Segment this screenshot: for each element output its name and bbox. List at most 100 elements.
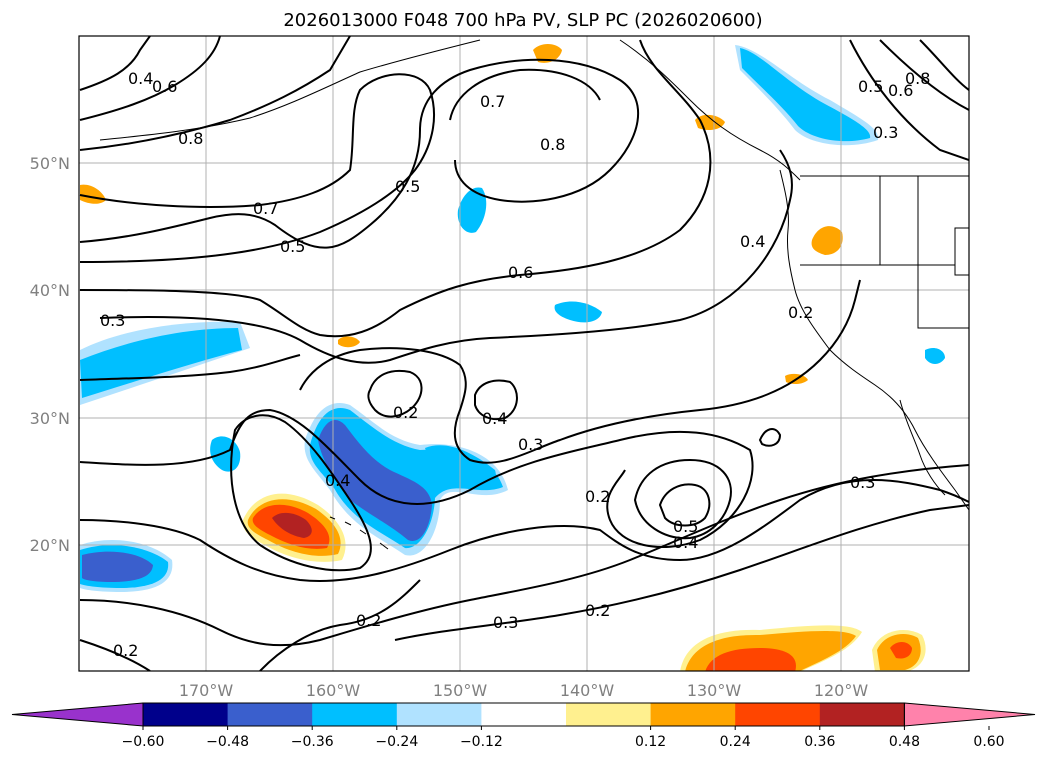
- latitude-labels: 50°N 40°N 30°N 20°N: [30, 154, 70, 555]
- contour-line: [879, 39, 969, 111]
- canada-coast: [779, 169, 796, 291]
- contour-label: 0.6: [508, 263, 533, 282]
- colorbar-tick-label: −0.24: [375, 734, 418, 750]
- figure-title: 2026013000 F048 700 hPa PV, SLP PC (2026…: [283, 10, 762, 31]
- lon-label-130w: 130°W: [687, 681, 742, 700]
- colorbar-segment: [312, 703, 398, 726]
- contour-label: 0.6: [888, 81, 913, 100]
- contour-line: [758, 428, 782, 447]
- lat-label-50n: 50°N: [30, 154, 70, 173]
- graticule: [79, 36, 969, 671]
- alaska-peninsula-coast: [99, 39, 481, 141]
- contour-line: [299, 279, 861, 464]
- contour-line: [79, 639, 151, 671]
- lon-label-140w: 140°W: [560, 681, 615, 700]
- shade-positive-south-red: [705, 648, 796, 671]
- lat-label-20n: 20°N: [30, 536, 70, 555]
- lat-label-30n: 30°N: [30, 409, 70, 428]
- map-panel: 0.4 0.6 0.8 0.7 0.5 0.5 0.6 0.7 0.8 0.5 …: [78, 35, 970, 672]
- colorbar-tick-label: 0.12: [635, 734, 666, 750]
- contour-line: [79, 36, 351, 151]
- lon-label-170w: 170°W: [179, 681, 234, 700]
- contour-line: [474, 379, 518, 421]
- contour-line: [79, 36, 221, 121]
- contour-label: 0.8: [905, 69, 930, 88]
- colorbar-frame: [142, 702, 905, 727]
- contours: [79, 36, 969, 671]
- contour-line: [79, 479, 969, 582]
- colorbar-segment: [481, 703, 567, 726]
- contour-line: [449, 68, 601, 121]
- contour-label: 0.4: [740, 232, 765, 251]
- us-west-coast: [794, 289, 969, 511]
- colorbar-segment: [227, 703, 313, 726]
- contour-label: 0.2: [585, 487, 610, 506]
- colorbar-segment: [650, 703, 736, 726]
- contour-line: [99, 149, 793, 364]
- colorbar-tick-label: −0.12: [460, 734, 503, 750]
- contour-line: [367, 370, 423, 418]
- contour-line: [79, 464, 969, 647]
- contour-label: 0.2: [585, 601, 610, 620]
- colorbar-tick-label: 0.60: [973, 734, 1004, 750]
- contour-line: [79, 354, 301, 381]
- contour-label: 0.4: [325, 471, 350, 490]
- contour-label: 0.8: [540, 135, 565, 154]
- baja-coast: [899, 399, 946, 496]
- contour-line: [394, 504, 969, 641]
- contour-label: 0.3: [850, 473, 875, 492]
- contour-label: 0.2: [393, 403, 418, 422]
- contour-label: 0.5: [858, 77, 883, 96]
- shade-positive-hawaii-dark: [272, 512, 312, 538]
- shade-negative-nw: [80, 328, 242, 398]
- shade-positive-small-mid: [338, 336, 360, 348]
- contour-line: [849, 39, 969, 161]
- contour-label: 0.5: [280, 237, 305, 256]
- colorbar-segment: [819, 703, 905, 726]
- contour-label: 0.4: [482, 409, 507, 428]
- shade-negative-central-dark: [318, 420, 432, 541]
- lon-label-120w: 120°W: [814, 681, 869, 700]
- shade-negative-sw-dark: [82, 551, 153, 582]
- contour-label: 0.6: [152, 77, 177, 96]
- contour-line: [658, 483, 711, 527]
- contour-label: 0.8: [178, 129, 203, 148]
- contour-line: [79, 73, 436, 263]
- lat-label-40n: 40°N: [30, 281, 70, 300]
- contour-label: 0.2: [356, 611, 381, 630]
- hawaii-islands: [329, 516, 389, 550]
- shade-positive-north-small: [533, 44, 562, 63]
- contour-line: [919, 39, 969, 91]
- contour-label: 0.5: [395, 177, 420, 196]
- colorbar-tick-label: 0.24: [720, 734, 751, 750]
- contour-line: [230, 414, 372, 572]
- shade-negative-mid-north: [457, 187, 487, 233]
- contour-label: 0.2: [113, 641, 138, 660]
- colorbar-segment: [735, 703, 821, 726]
- shade-positive-se-red: [890, 642, 912, 659]
- colorbar-tick-label: 0.48: [889, 734, 920, 750]
- colorbar-extend-min: [11, 702, 144, 727]
- contour-label: 0.3: [518, 435, 543, 454]
- contour-line: [259, 579, 421, 671]
- contour-label: 0.3: [493, 613, 518, 632]
- colorbar-tick-label: −0.36: [291, 734, 334, 750]
- shade-negative-mid-east: [554, 301, 602, 323]
- contour-line: [633, 458, 732, 540]
- colorbar-segment: [143, 703, 229, 726]
- contour-line: [79, 39, 712, 338]
- contour-label: 0.3: [873, 123, 898, 142]
- contour-label: 0.4: [128, 69, 153, 88]
- map-frame: [78, 35, 970, 672]
- lon-label-150w: 150°W: [433, 681, 488, 700]
- lon-label-160w: 160°W: [306, 681, 361, 700]
- colorbar: −0.60 −0.48 −0.36 −0.24 −0.12 0.12 0.24 0.36 0.4…: [11, 702, 1036, 750]
- contour-label: 0.5: [673, 517, 698, 536]
- colorbar-tick-label: 0.36: [804, 734, 835, 750]
- contour-label: 0.3: [100, 311, 125, 330]
- contour-label: 0.4: [673, 533, 698, 552]
- shade-negative-ne: [740, 48, 871, 142]
- colorbar-segment: [396, 703, 482, 726]
- state-borders: [800, 176, 969, 329]
